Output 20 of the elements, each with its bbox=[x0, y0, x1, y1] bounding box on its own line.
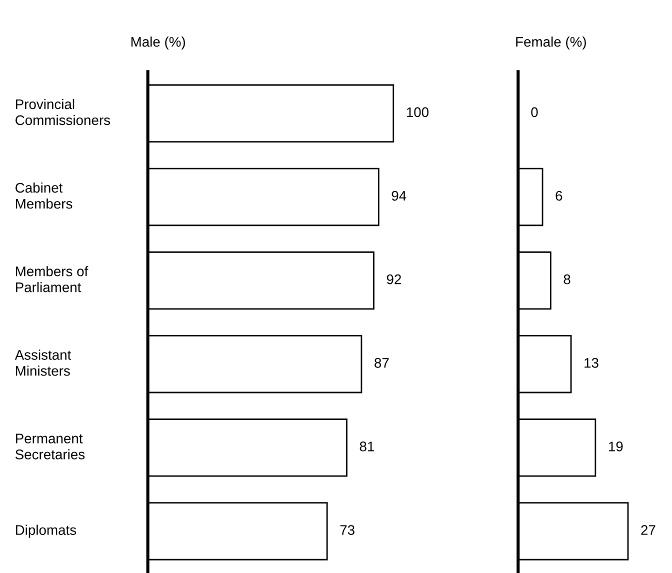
y-tick-label: Assistant Ministers bbox=[14, 350, 72, 376]
y-tick-label: Members of Parliament bbox=[16, 266, 88, 292]
data-label: 73 bbox=[340, 525, 354, 535]
data-label: 92 bbox=[386, 274, 401, 284]
y-tick-label: Cabinet Members bbox=[16, 182, 72, 209]
data-label: 13 bbox=[584, 358, 598, 368]
data-label: 94 bbox=[392, 190, 406, 201]
data-label: 0 bbox=[531, 107, 538, 118]
data-label: 27 bbox=[641, 525, 656, 535]
y-tick-label: Diplomats bbox=[16, 524, 76, 538]
data-label: 6 bbox=[556, 190, 562, 201]
chart-title: Male (%) bbox=[131, 36, 185, 50]
chart-title: Female (%) bbox=[516, 36, 586, 50]
data-label: 100 bbox=[406, 107, 429, 118]
data-label: 87 bbox=[374, 358, 389, 368]
data-label: 8 bbox=[564, 274, 570, 284]
y-tick-label: Permanent Secretaries bbox=[15, 434, 85, 460]
data-label: 19 bbox=[608, 442, 623, 452]
data-label: 81 bbox=[360, 442, 374, 452]
y-tick-label: Provincial Commissioners bbox=[16, 98, 110, 126]
